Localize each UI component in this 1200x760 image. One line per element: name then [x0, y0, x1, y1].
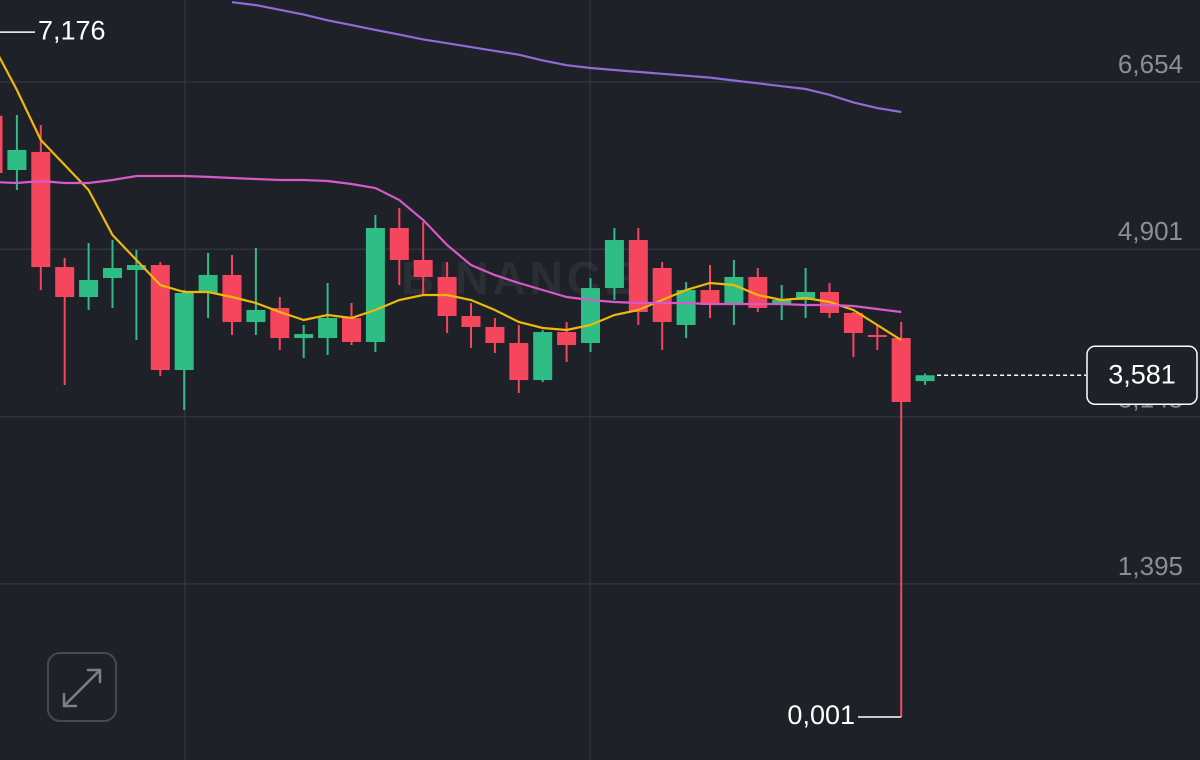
candle-body — [628, 240, 648, 312]
candle-body — [198, 274, 218, 294]
candle-body — [365, 228, 385, 342]
last-price-box — [1086, 345, 1198, 406]
candle-body — [79, 280, 99, 298]
candle-body — [604, 240, 624, 289]
ma-line — [0, 55, 902, 342]
candle-body — [294, 334, 314, 339]
ma-line — [231, 1, 902, 114]
y-tick-label: 4,901 — [1118, 216, 1183, 246]
candle-body — [7, 149, 27, 170]
candle-body — [0, 115, 3, 174]
candle-body — [55, 267, 75, 298]
candle-body — [796, 291, 816, 300]
candle-body — [222, 274, 242, 323]
candle-body — [557, 332, 577, 346]
annotations: 7,176 0,001 3,581 — [0, 15, 1198, 730]
candles — [0, 115, 935, 717]
expand-button[interactable] — [47, 652, 117, 722]
last-price-label: 3,581 — [1108, 359, 1176, 389]
candle-body — [126, 265, 146, 271]
candle-body — [748, 276, 768, 308]
candle-body — [342, 318, 361, 342]
candle-body — [103, 267, 122, 279]
candle-body — [318, 318, 338, 339]
candle-body — [867, 334, 887, 337]
candle-body — [843, 312, 863, 333]
watermark: BINANCE — [401, 252, 639, 304]
candle-body — [700, 290, 720, 306]
candle-body — [413, 259, 433, 277]
max-label: 7,176 — [38, 15, 106, 45]
expand-button-frame[interactable] — [47, 652, 117, 722]
candle-body — [389, 228, 409, 260]
y-tick-label: 1,395 — [1118, 551, 1183, 581]
y-tick-label: 6,654 — [1118, 49, 1183, 79]
candle-body — [652, 267, 672, 323]
candle-body — [509, 343, 529, 381]
expand-icon[interactable] — [62, 668, 102, 708]
candle-body — [485, 326, 505, 344]
candle-body — [31, 151, 51, 268]
candle-body — [772, 299, 792, 306]
candle-body — [174, 293, 194, 371]
candle-body — [891, 338, 911, 402]
moving-averages — [0, 1, 902, 342]
min-label: 0,001 — [787, 700, 855, 730]
candle-body — [724, 276, 744, 306]
candle-body — [437, 276, 457, 317]
candle-body — [150, 265, 170, 371]
ma-line — [0, 174, 902, 314]
candle-body — [246, 309, 266, 323]
candle-body — [533, 332, 553, 381]
candle-body — [581, 288, 600, 344]
candle-body — [915, 375, 935, 382]
candle-body — [676, 290, 696, 325]
candle-body — [461, 316, 481, 327]
candle-body — [270, 307, 290, 339]
